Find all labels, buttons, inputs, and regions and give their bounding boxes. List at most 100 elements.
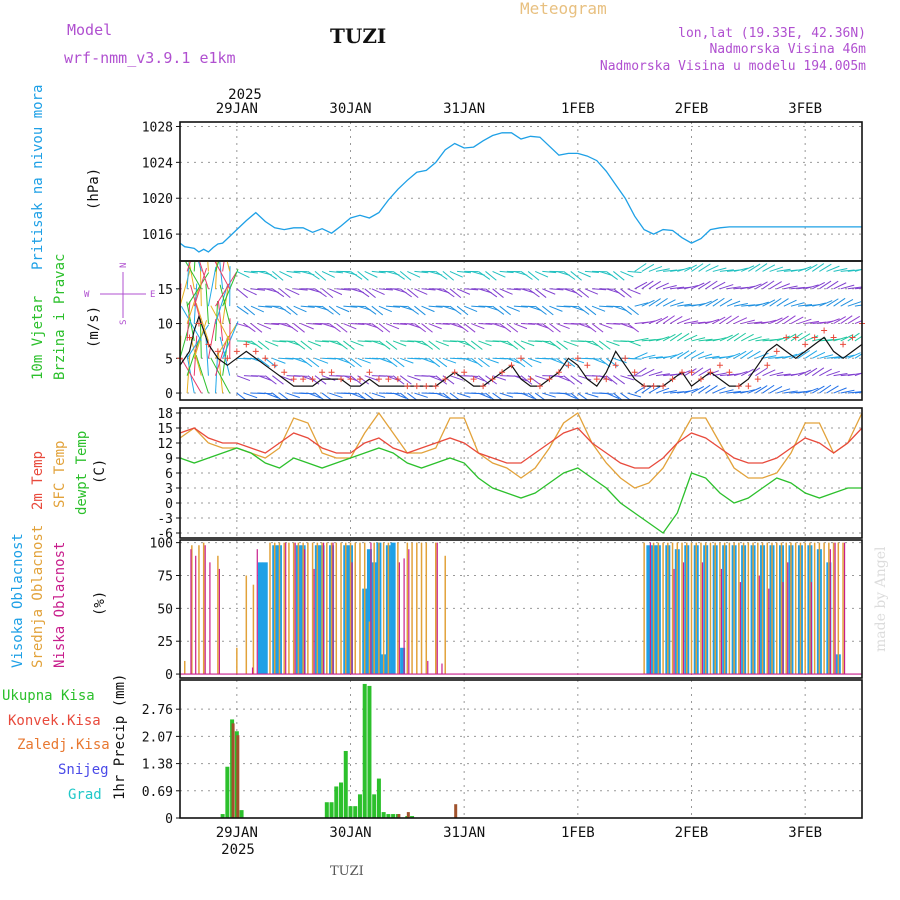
y-tick-label: 50 [157, 602, 173, 617]
station-title: TUZI [330, 24, 386, 48]
wind-vector [449, 340, 464, 342]
wind-vector [577, 375, 592, 381]
wind-vector [549, 305, 563, 312]
wind-vector [371, 357, 386, 360]
wind-vector [286, 340, 301, 346]
wind-vector [613, 288, 625, 298]
wind-vector [457, 270, 472, 274]
wind-vector [591, 305, 606, 312]
wind-vector [471, 323, 485, 330]
wind-vector [272, 340, 287, 343]
wind-vector [378, 288, 393, 291]
compass-w: W [84, 290, 90, 300]
wind-gust-point [271, 362, 278, 369]
wind-vector [350, 357, 362, 368]
wind-vector [606, 340, 620, 347]
wind-vector [350, 340, 364, 347]
wind-vector [307, 271, 320, 280]
wind-vector [826, 385, 839, 394]
wind-vector [655, 373, 670, 377]
wind-vector [421, 305, 435, 313]
wind-vector [826, 280, 839, 290]
wind-vector [236, 392, 247, 400]
wind-vector [833, 297, 846, 307]
wind-vector [520, 271, 533, 280]
wind-vector [833, 282, 847, 290]
wind-vector [790, 351, 804, 359]
wind-vector [272, 271, 284, 281]
hail-label: Grad [68, 787, 102, 803]
wind-vector [584, 305, 597, 316]
dew-label: dewpt Temp [74, 431, 90, 515]
wind-gust-point [830, 334, 837, 341]
model-label: Model [67, 21, 112, 39]
wind-vector [627, 340, 641, 347]
wind-vector [591, 357, 606, 364]
wind-vector [357, 357, 371, 364]
wind-vector [243, 323, 256, 333]
wind-gust-point [792, 334, 799, 341]
wind-vector [769, 281, 782, 290]
wind-vector [684, 284, 699, 290]
wind-vector [357, 288, 370, 298]
wind-vector [350, 323, 365, 326]
wind-vector [705, 385, 718, 394]
wind-vector [250, 288, 266, 291]
wind-vector [663, 269, 678, 272]
wind-vector [570, 305, 585, 312]
wind-vector [620, 270, 634, 278]
wind-vector [378, 357, 393, 364]
wind-vector [811, 263, 825, 272]
wind-vector [243, 270, 258, 274]
wind-vector [407, 340, 422, 342]
wind-vector [549, 340, 561, 350]
wind-vector [421, 357, 435, 364]
wind-vector [329, 340, 343, 346]
wind-vector [691, 337, 706, 342]
wind-gust-point [527, 376, 534, 383]
wind-vector [184, 261, 202, 290]
day-label-top: 30JAN [329, 101, 371, 117]
wind-vector [861, 392, 862, 394]
wind-vector [783, 390, 798, 394]
wind-vector [797, 266, 812, 272]
y-tick-label: 9 [165, 452, 173, 467]
wind-vector [677, 370, 691, 377]
wind-vector [769, 356, 784, 359]
wind-vector [506, 305, 520, 312]
wind-gust-point [195, 320, 202, 327]
wind-vector [740, 349, 754, 359]
wind-vector [613, 357, 627, 364]
high-cloud-bar [390, 542, 396, 675]
wind-vector [219, 284, 231, 324]
wind-vector [321, 270, 335, 278]
wind-vector [634, 367, 647, 377]
wind-vector [726, 315, 740, 324]
day-label-bottom: 1FEB [561, 825, 595, 841]
wind-vector [499, 288, 513, 295]
wind-vector [343, 323, 357, 330]
wind-vector [811, 367, 825, 377]
wind-vector [669, 351, 684, 359]
wind-vector [833, 387, 847, 394]
wind-vector [620, 288, 632, 298]
total-precip-bar [220, 814, 225, 818]
wind-vector [293, 305, 307, 313]
wind-vector [684, 350, 697, 359]
wind-vector [307, 340, 322, 347]
wind-gust-point [404, 383, 411, 390]
wind-vector [186, 285, 201, 324]
wind-vector [812, 385, 825, 394]
wind-gust-point [840, 341, 847, 348]
wind-vector [371, 323, 384, 333]
wind-vector [648, 280, 661, 290]
wind-vector [797, 369, 812, 377]
wind-vector [485, 392, 496, 400]
wind-vector [712, 316, 726, 324]
wind-vector [840, 284, 855, 290]
wind-vector [293, 288, 308, 291]
wind-vector [215, 323, 237, 359]
wind-vector [748, 386, 762, 394]
wind-vector [790, 316, 804, 324]
wind-vector [250, 323, 263, 333]
